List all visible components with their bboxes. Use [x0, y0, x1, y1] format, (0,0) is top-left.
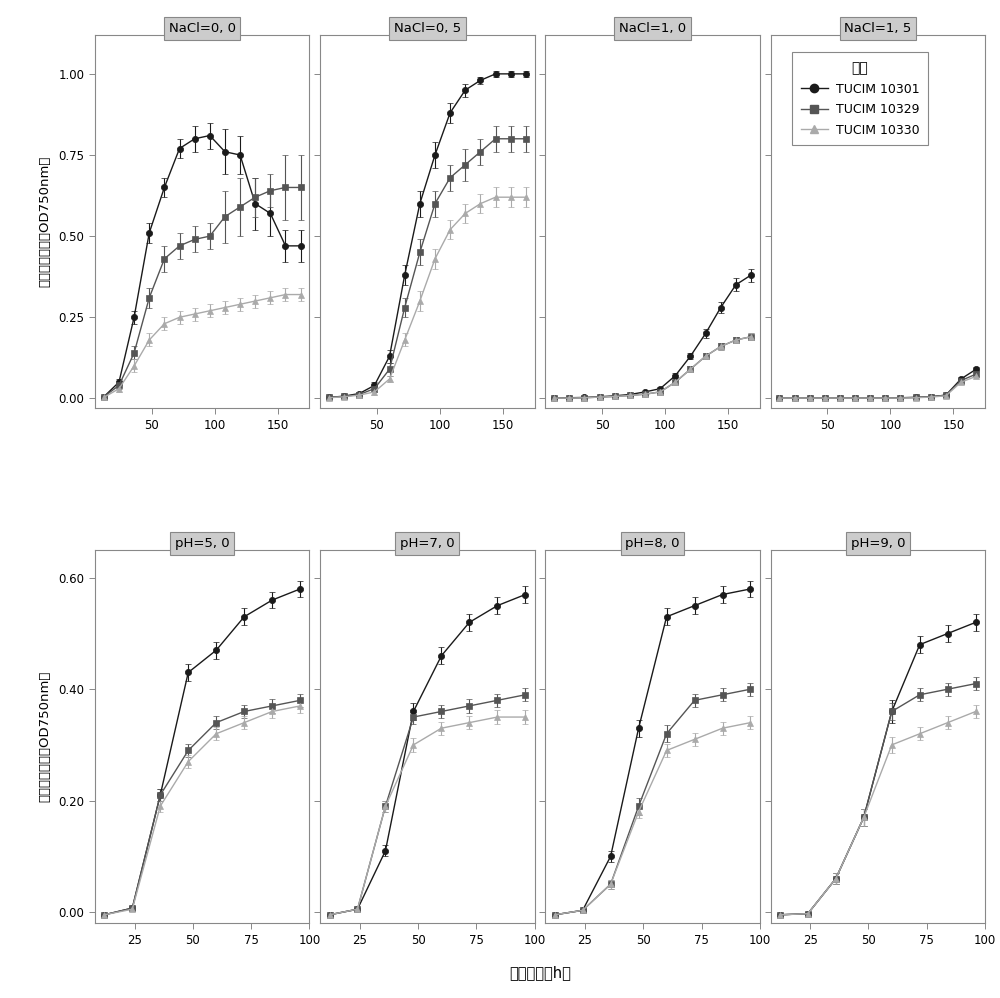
Legend: TUCIM 10301, TUCIM 10329, TUCIM 10330: TUCIM 10301, TUCIM 10329, TUCIM 10330 [792, 52, 928, 146]
Title: NaCl=0, 5: NaCl=0, 5 [394, 22, 461, 35]
Title: NaCl=1, 5: NaCl=1, 5 [844, 22, 911, 35]
Title: pH=8, 0: pH=8, 0 [625, 537, 680, 550]
Y-axis label: 菌株生长情况（OD750nm）: 菌株生长情况（OD750nm） [39, 671, 52, 802]
Text: 培养时间（h）: 培养时间（h） [509, 965, 571, 980]
Y-axis label: 菌株生长情况（OD750nm）: 菌株生长情况（OD750nm） [39, 156, 52, 287]
Title: pH=7, 0: pH=7, 0 [400, 537, 455, 550]
Title: pH=5, 0: pH=5, 0 [175, 537, 230, 550]
Title: pH=9, 0: pH=9, 0 [851, 537, 905, 550]
Title: NaCl=0, 0: NaCl=0, 0 [169, 22, 236, 35]
Title: NaCl=1, 0: NaCl=1, 0 [619, 22, 686, 35]
